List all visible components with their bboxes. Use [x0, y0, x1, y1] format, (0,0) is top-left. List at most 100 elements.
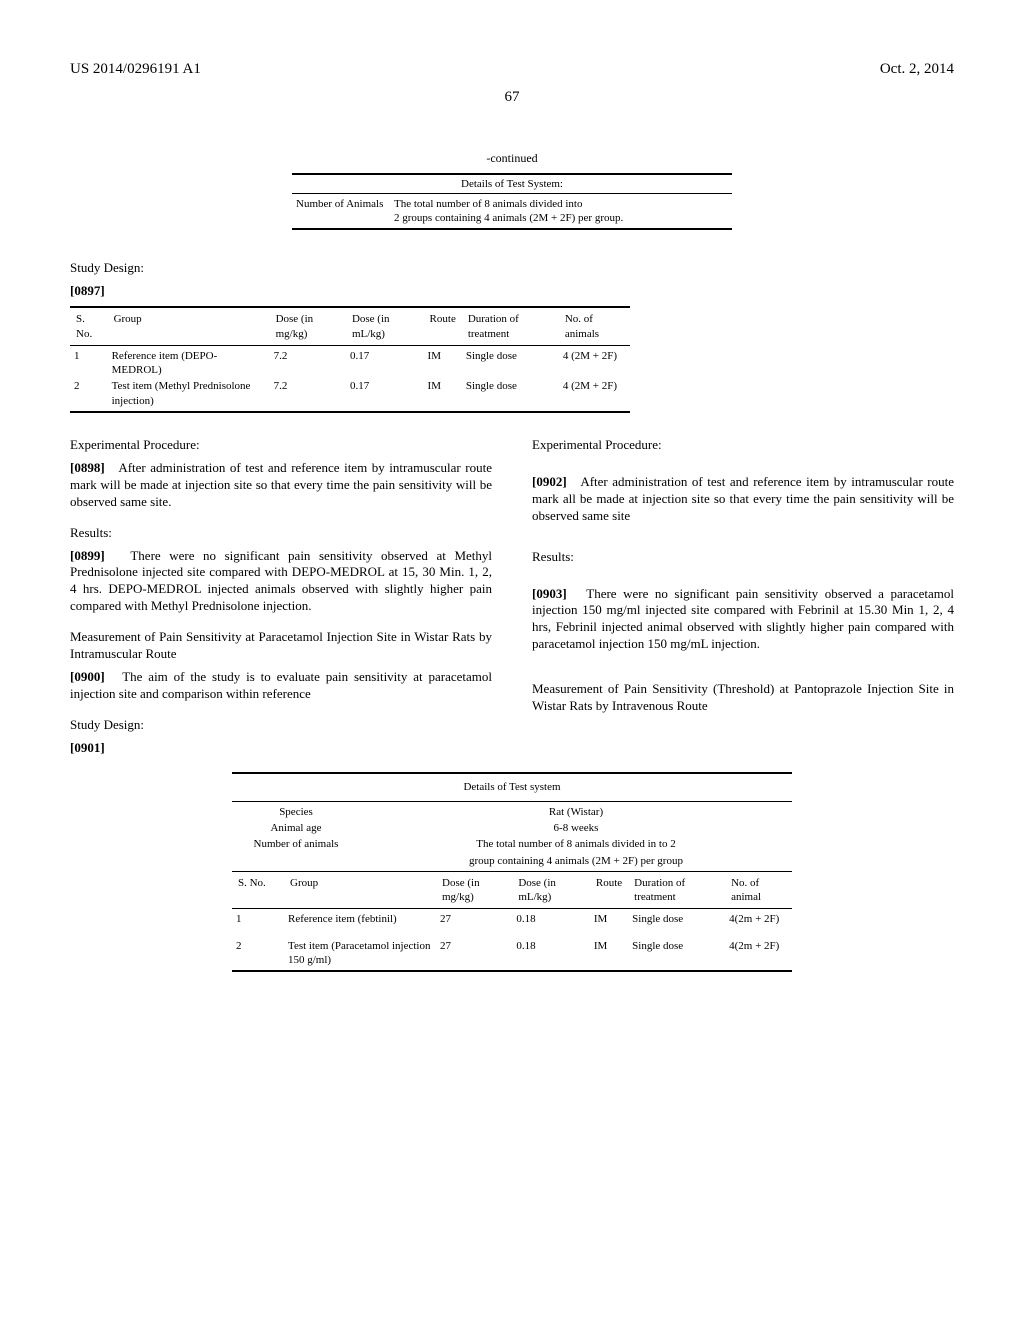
para-num-0897: [0897] — [70, 283, 105, 298]
cell-dose-ml: 0.17 — [346, 348, 424, 379]
species-label: Species — [232, 804, 360, 820]
measurement-title-r: Measurement of Pain Sensitivity (Thresho… — [532, 681, 954, 715]
page-number: 67 — [70, 88, 954, 108]
cell-duration: Single dose — [462, 378, 559, 409]
cell-sno: 2 — [232, 938, 284, 969]
table-row: 2 Test item (Paracetamol injection 150 g… — [232, 938, 792, 969]
cell-dose-ml: 0.18 — [512, 911, 590, 927]
cell-animals: 4(2m + 2F) — [725, 911, 792, 927]
num-value2: group containing 4 animals (2M + 2F) per… — [360, 853, 792, 869]
bottom-info-table: Species Rat (Wistar) Animal age 6-8 week… — [232, 804, 792, 869]
cell-dose-mg: 7.2 — [270, 378, 346, 409]
para-text: There were no significant pain sensitivi… — [70, 548, 492, 614]
species-value: Rat (Wistar) — [360, 804, 792, 820]
para-num: [0900] — [70, 669, 105, 684]
study-design-label: Study Design: — [70, 260, 954, 277]
th-duration: Duration of treatment — [462, 310, 559, 343]
cell-sno: 2 — [70, 378, 108, 409]
cell-route: IM — [590, 911, 628, 927]
cell-dose-mg: 7.2 — [270, 348, 346, 379]
cell-dose-mg: 27 — [436, 938, 512, 969]
table-header-row: S. No. Group Dose (in mg/kg) Dose (in mL… — [70, 310, 630, 343]
doc-number: US 2014/0296191 A1 — [70, 60, 201, 80]
table-row: 1 Reference item (DEPO-MEDROL) 7.2 0.17 … — [70, 348, 630, 379]
cell-animals: 4 (2M + 2F) — [559, 378, 630, 409]
cell-route: IM — [424, 348, 462, 379]
num-label: Number of animals — [232, 836, 360, 869]
doc-date: Oct. 2, 2014 — [880, 60, 954, 80]
para-num: [0902] — [532, 474, 567, 489]
cell-group: Test item (Methyl Prednisolone injection… — [108, 378, 270, 409]
th-sno: S. No. — [232, 874, 284, 907]
th-sno: S. No. — [70, 310, 108, 343]
study-table-1: S. No. Group Dose (in mg/kg) Dose (in mL… — [70, 310, 630, 409]
cell-group: Test item (Paracetamol injection 150 g/m… — [284, 938, 436, 969]
cell-group: Reference item (DEPO-MEDROL) — [108, 348, 270, 379]
cell-group: Reference item (febtinil) — [284, 911, 436, 927]
left-column: Experimental Procedure: [0898] After adm… — [70, 423, 492, 762]
exp-proc-label: Experimental Procedure: — [70, 437, 492, 454]
ts-value1: The total number of 8 animals divided in… — [394, 197, 728, 211]
study-table-1-wrapper: S. No. Group Dose (in mg/kg) Dose (in mL… — [70, 306, 630, 413]
measurement-title: Measurement of Pain Sensitivity at Parac… — [70, 629, 492, 663]
bottom-data-table: S. No. Group Dose (in mg/kg) Dose (in mL… — [232, 874, 792, 968]
th-animals: No. of animal — [725, 874, 792, 907]
th-animals: No. of animals — [559, 310, 630, 343]
cell-sno: 1 — [70, 348, 108, 379]
table-row: 1 Reference item (febtinil) 27 0.18 IM S… — [232, 911, 792, 927]
th-dose-ml: Dose (in mL/kg) — [346, 310, 424, 343]
ts-label: Number of Animals — [292, 196, 390, 227]
para-0903: [0903] There were no significant pain se… — [532, 586, 954, 654]
cell-route: IM — [590, 938, 628, 969]
para-0898: [0898] After administration of test and … — [70, 460, 492, 511]
cell-animals: 4(2m + 2F) — [725, 938, 792, 969]
para-num-0901: [0901] — [70, 740, 105, 755]
right-column: Experimental Procedure: [0902] After adm… — [532, 423, 954, 762]
study-design-label-2: Study Design: — [70, 717, 492, 734]
continued-label: -continued — [292, 147, 732, 171]
cell-duration: Single dose — [628, 911, 725, 927]
ts-value2: 2 groups containing 4 animals (2M + 2F) … — [394, 211, 728, 225]
th-dose-mg: Dose (in mg/kg) — [270, 310, 346, 343]
results-label-r: Results: — [532, 549, 954, 566]
th-dose-ml: Dose (in mL/kg) — [512, 874, 590, 907]
results-label: Results: — [70, 525, 492, 542]
num-value1: The total number of 8 animals divided in… — [360, 836, 792, 852]
para-0902: [0902] After administration of test and … — [532, 474, 954, 525]
page-header: US 2014/0296191 A1 Oct. 2, 2014 — [70, 60, 954, 80]
para-num: [0903] — [532, 586, 567, 601]
th-dose-mg: Dose (in mg/kg) — [436, 874, 512, 907]
cell-sno: 1 — [232, 911, 284, 927]
bottom-table-wrapper: Details of Test system Species Rat (Wist… — [232, 772, 792, 972]
para-text: After administration of test and referen… — [532, 474, 954, 523]
para-num: [0899] — [70, 548, 105, 563]
table-row: 2 Test item (Methyl Prednisolone injecti… — [70, 378, 630, 409]
cell-dose-ml: 0.17 — [346, 378, 424, 409]
cell-dose-mg: 27 — [436, 911, 512, 927]
cell-route: IM — [424, 378, 462, 409]
th-group: Group — [284, 874, 436, 907]
test-system-info: Number of Animals The total number of 8 … — [292, 196, 732, 227]
th-duration: Duration of treatment — [628, 874, 725, 907]
cell-dose-ml: 0.18 — [512, 938, 590, 969]
th-route: Route — [424, 310, 462, 343]
para-text: After administration of test and referen… — [70, 460, 492, 509]
table-header-row: S. No. Group Dose (in mg/kg) Dose (in mL… — [232, 874, 792, 907]
two-column-layout: Experimental Procedure: [0898] After adm… — [70, 423, 954, 762]
th-route: Route — [590, 874, 628, 907]
cell-duration: Single dose — [462, 348, 559, 379]
para-text: There were no significant pain sensitivi… — [532, 586, 954, 652]
bottom-table-title: Details of Test system — [232, 776, 792, 798]
test-system-title: Details of Test System: — [292, 177, 732, 194]
para-num: [0898] — [70, 460, 105, 475]
age-value: 6-8 weeks — [360, 820, 792, 836]
para-0900: [0900] The aim of the study is to evalua… — [70, 669, 492, 703]
cell-animals: 4 (2M + 2F) — [559, 348, 630, 379]
exp-proc-label-r: Experimental Procedure: — [532, 437, 954, 454]
cell-duration: Single dose — [628, 938, 725, 969]
continued-block: -continued Details of Test System: Numbe… — [292, 147, 732, 230]
para-text: The aim of the study is to evaluate pain… — [70, 669, 492, 701]
para-0899: [0899] There were no significant pain se… — [70, 548, 492, 616]
age-label: Animal age — [232, 820, 360, 836]
th-group: Group — [108, 310, 270, 343]
